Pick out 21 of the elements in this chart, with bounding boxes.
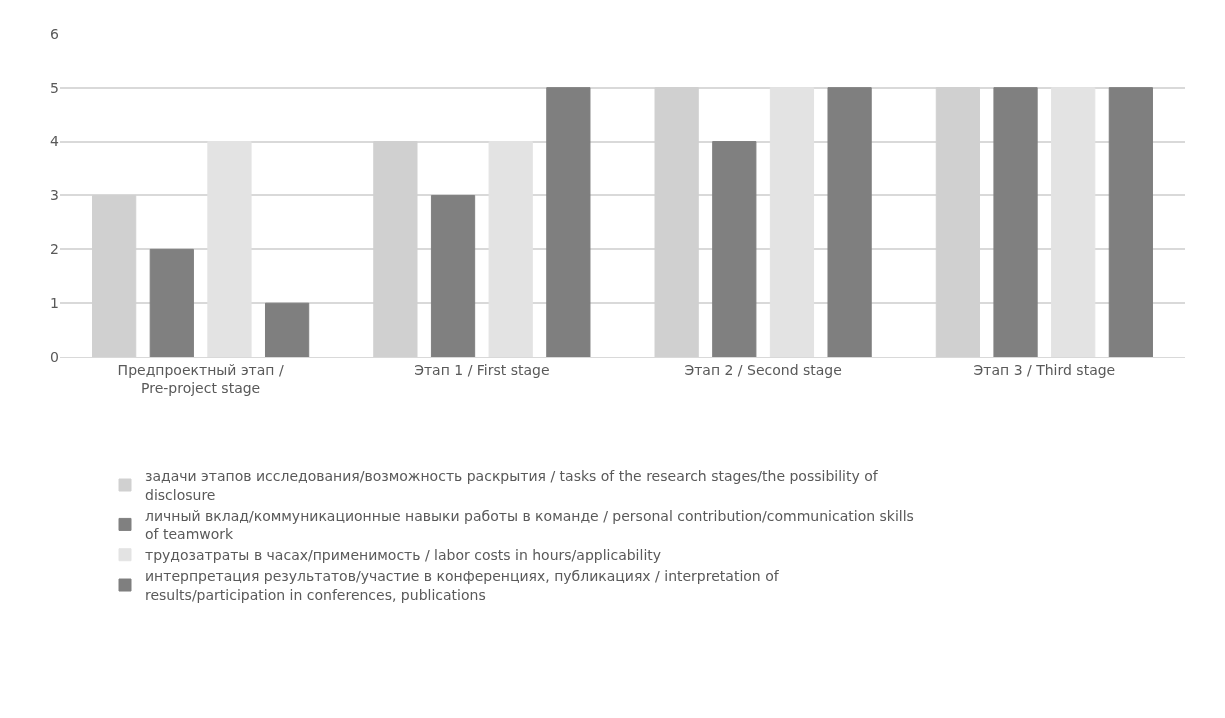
x-tick-label: Этап 3 / Third stage [973, 361, 1116, 378]
y-tick-label: 6 [50, 25, 60, 42]
x-tick-label: Этап 2 / Second stage [684, 361, 842, 378]
y-tick-label: 1 [50, 295, 59, 312]
y-tick-label: 0 [50, 349, 59, 366]
y-tick-label: 4 [50, 133, 60, 150]
y-tick-label: 2 [50, 241, 59, 258]
bar [430, 194, 476, 358]
y-tick-label: 5 [50, 79, 59, 96]
bar [993, 87, 1038, 358]
bar [149, 248, 194, 358]
bar [264, 302, 310, 358]
bar [712, 141, 757, 358]
legend-label: трудозатраты в часах/применимость / labor costs in hours/applicability [145, 547, 662, 564]
bar [546, 87, 591, 358]
legend-label: интерпретация результатов/участие в конференциях, публикациях / interpretation of results/participation in conferences, publications [145, 568, 780, 603]
x-tick-label: Предпроектный этап / Pre-project stage [117, 361, 284, 397]
y-tick-label: 3 [50, 187, 59, 204]
bar [827, 87, 872, 358]
bar [1108, 87, 1153, 358]
x-tick-label: Этап 1 / First stage [414, 361, 550, 378]
